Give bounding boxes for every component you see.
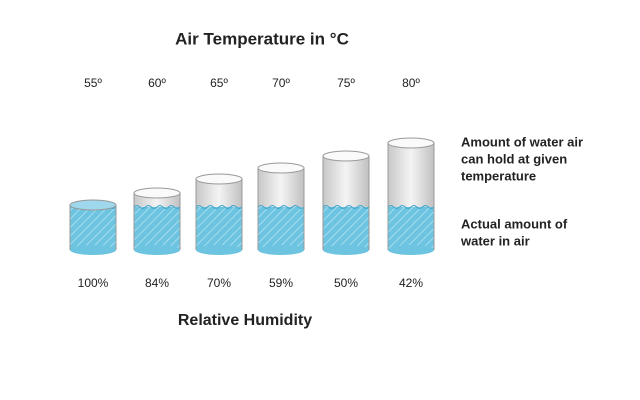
base [196, 245, 242, 255]
humidity-label: 84% [145, 276, 169, 290]
water [134, 207, 180, 250]
footer: Relative Humidity [178, 312, 312, 329]
side-labels: Amount of water air can hold at given temp… [460, 134, 583, 248]
humidity-label: 100% [78, 276, 109, 290]
base [70, 245, 116, 255]
wave [133, 205, 181, 209]
temperature-label: 70º [272, 76, 290, 90]
temperature-label: 60º [148, 76, 166, 90]
temperature-label: 55º [84, 76, 102, 90]
base [134, 245, 180, 255]
humidity-label: 42% [399, 276, 423, 290]
wave [257, 205, 305, 209]
wave [322, 205, 370, 209]
wave [387, 205, 435, 209]
capacity-label: temperature [461, 168, 536, 183]
rim [133, 187, 181, 199]
water [323, 207, 369, 250]
water [196, 207, 242, 250]
water [258, 207, 304, 250]
title: Air Temperature in °C [175, 29, 349, 48]
rim [387, 137, 435, 149]
wave [195, 205, 243, 209]
temperature-label: 65º [210, 76, 228, 90]
rim [69, 199, 117, 211]
actual-label: Actual amount of [461, 216, 568, 231]
actual-label: water in air [460, 233, 530, 248]
rim [195, 173, 243, 185]
base [388, 245, 434, 255]
rim [322, 150, 370, 162]
base [258, 245, 304, 255]
capacity-label: can hold at given [461, 151, 567, 166]
humidity-label: 59% [269, 276, 293, 290]
humidity-label: 70% [207, 276, 231, 290]
water [388, 207, 434, 250]
temperature-label: 75º [337, 76, 355, 90]
cylinders: 55º 100% 60º 84% 65º 70% 70º 59% 75º 50% 80º 42% [69, 76, 435, 290]
capacity-label: Amount of water air [461, 134, 583, 149]
water [70, 207, 116, 250]
base [323, 245, 369, 255]
rim [257, 162, 305, 174]
temperature-label: 80º [402, 76, 420, 90]
humidity-label: 50% [334, 276, 358, 290]
